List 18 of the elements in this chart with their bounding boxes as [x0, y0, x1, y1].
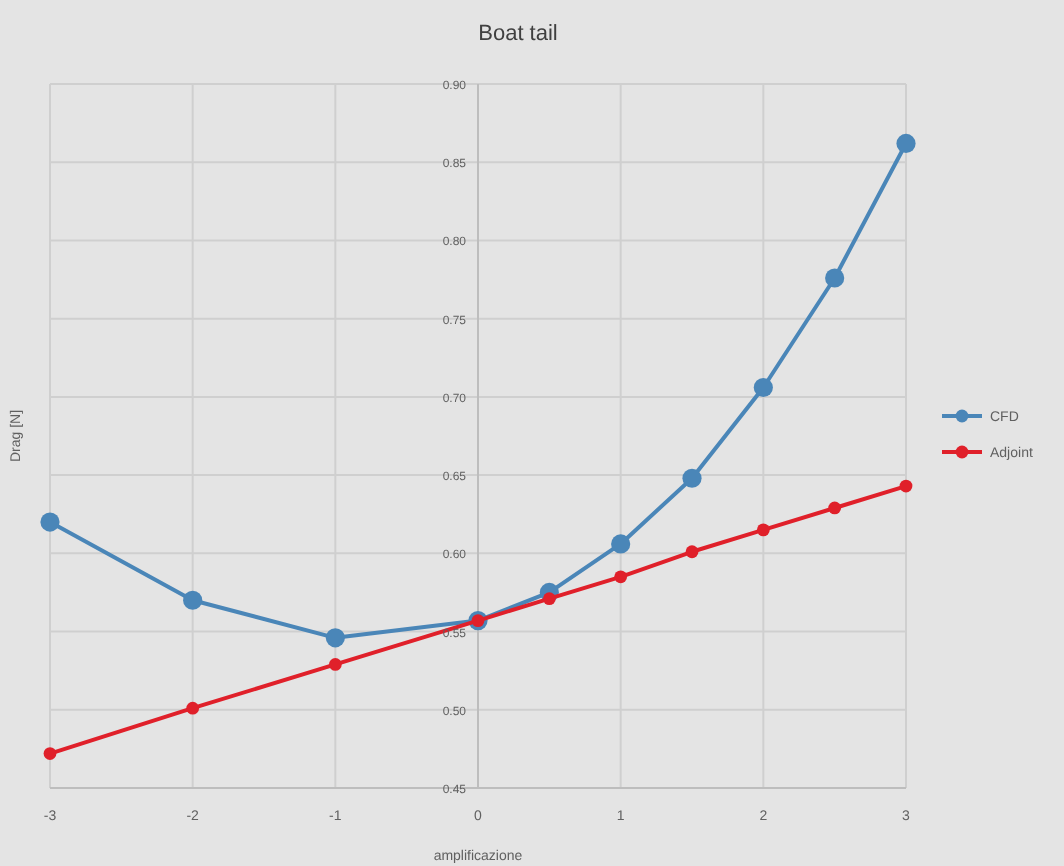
point — [611, 534, 631, 554]
point — [682, 468, 702, 488]
point — [186, 701, 200, 715]
point — [328, 658, 342, 671]
point — [753, 377, 773, 398]
point — [896, 133, 916, 154]
point — [756, 523, 770, 537]
point — [828, 501, 842, 515]
point — [542, 592, 556, 606]
point — [614, 570, 628, 584]
point — [183, 590, 203, 610]
point — [685, 545, 699, 559]
point — [899, 479, 913, 493]
point — [40, 512, 60, 532]
point — [825, 268, 845, 288]
point — [43, 747, 57, 760]
chart-title: Boat tail — [478, 22, 558, 46]
point — [325, 628, 345, 648]
